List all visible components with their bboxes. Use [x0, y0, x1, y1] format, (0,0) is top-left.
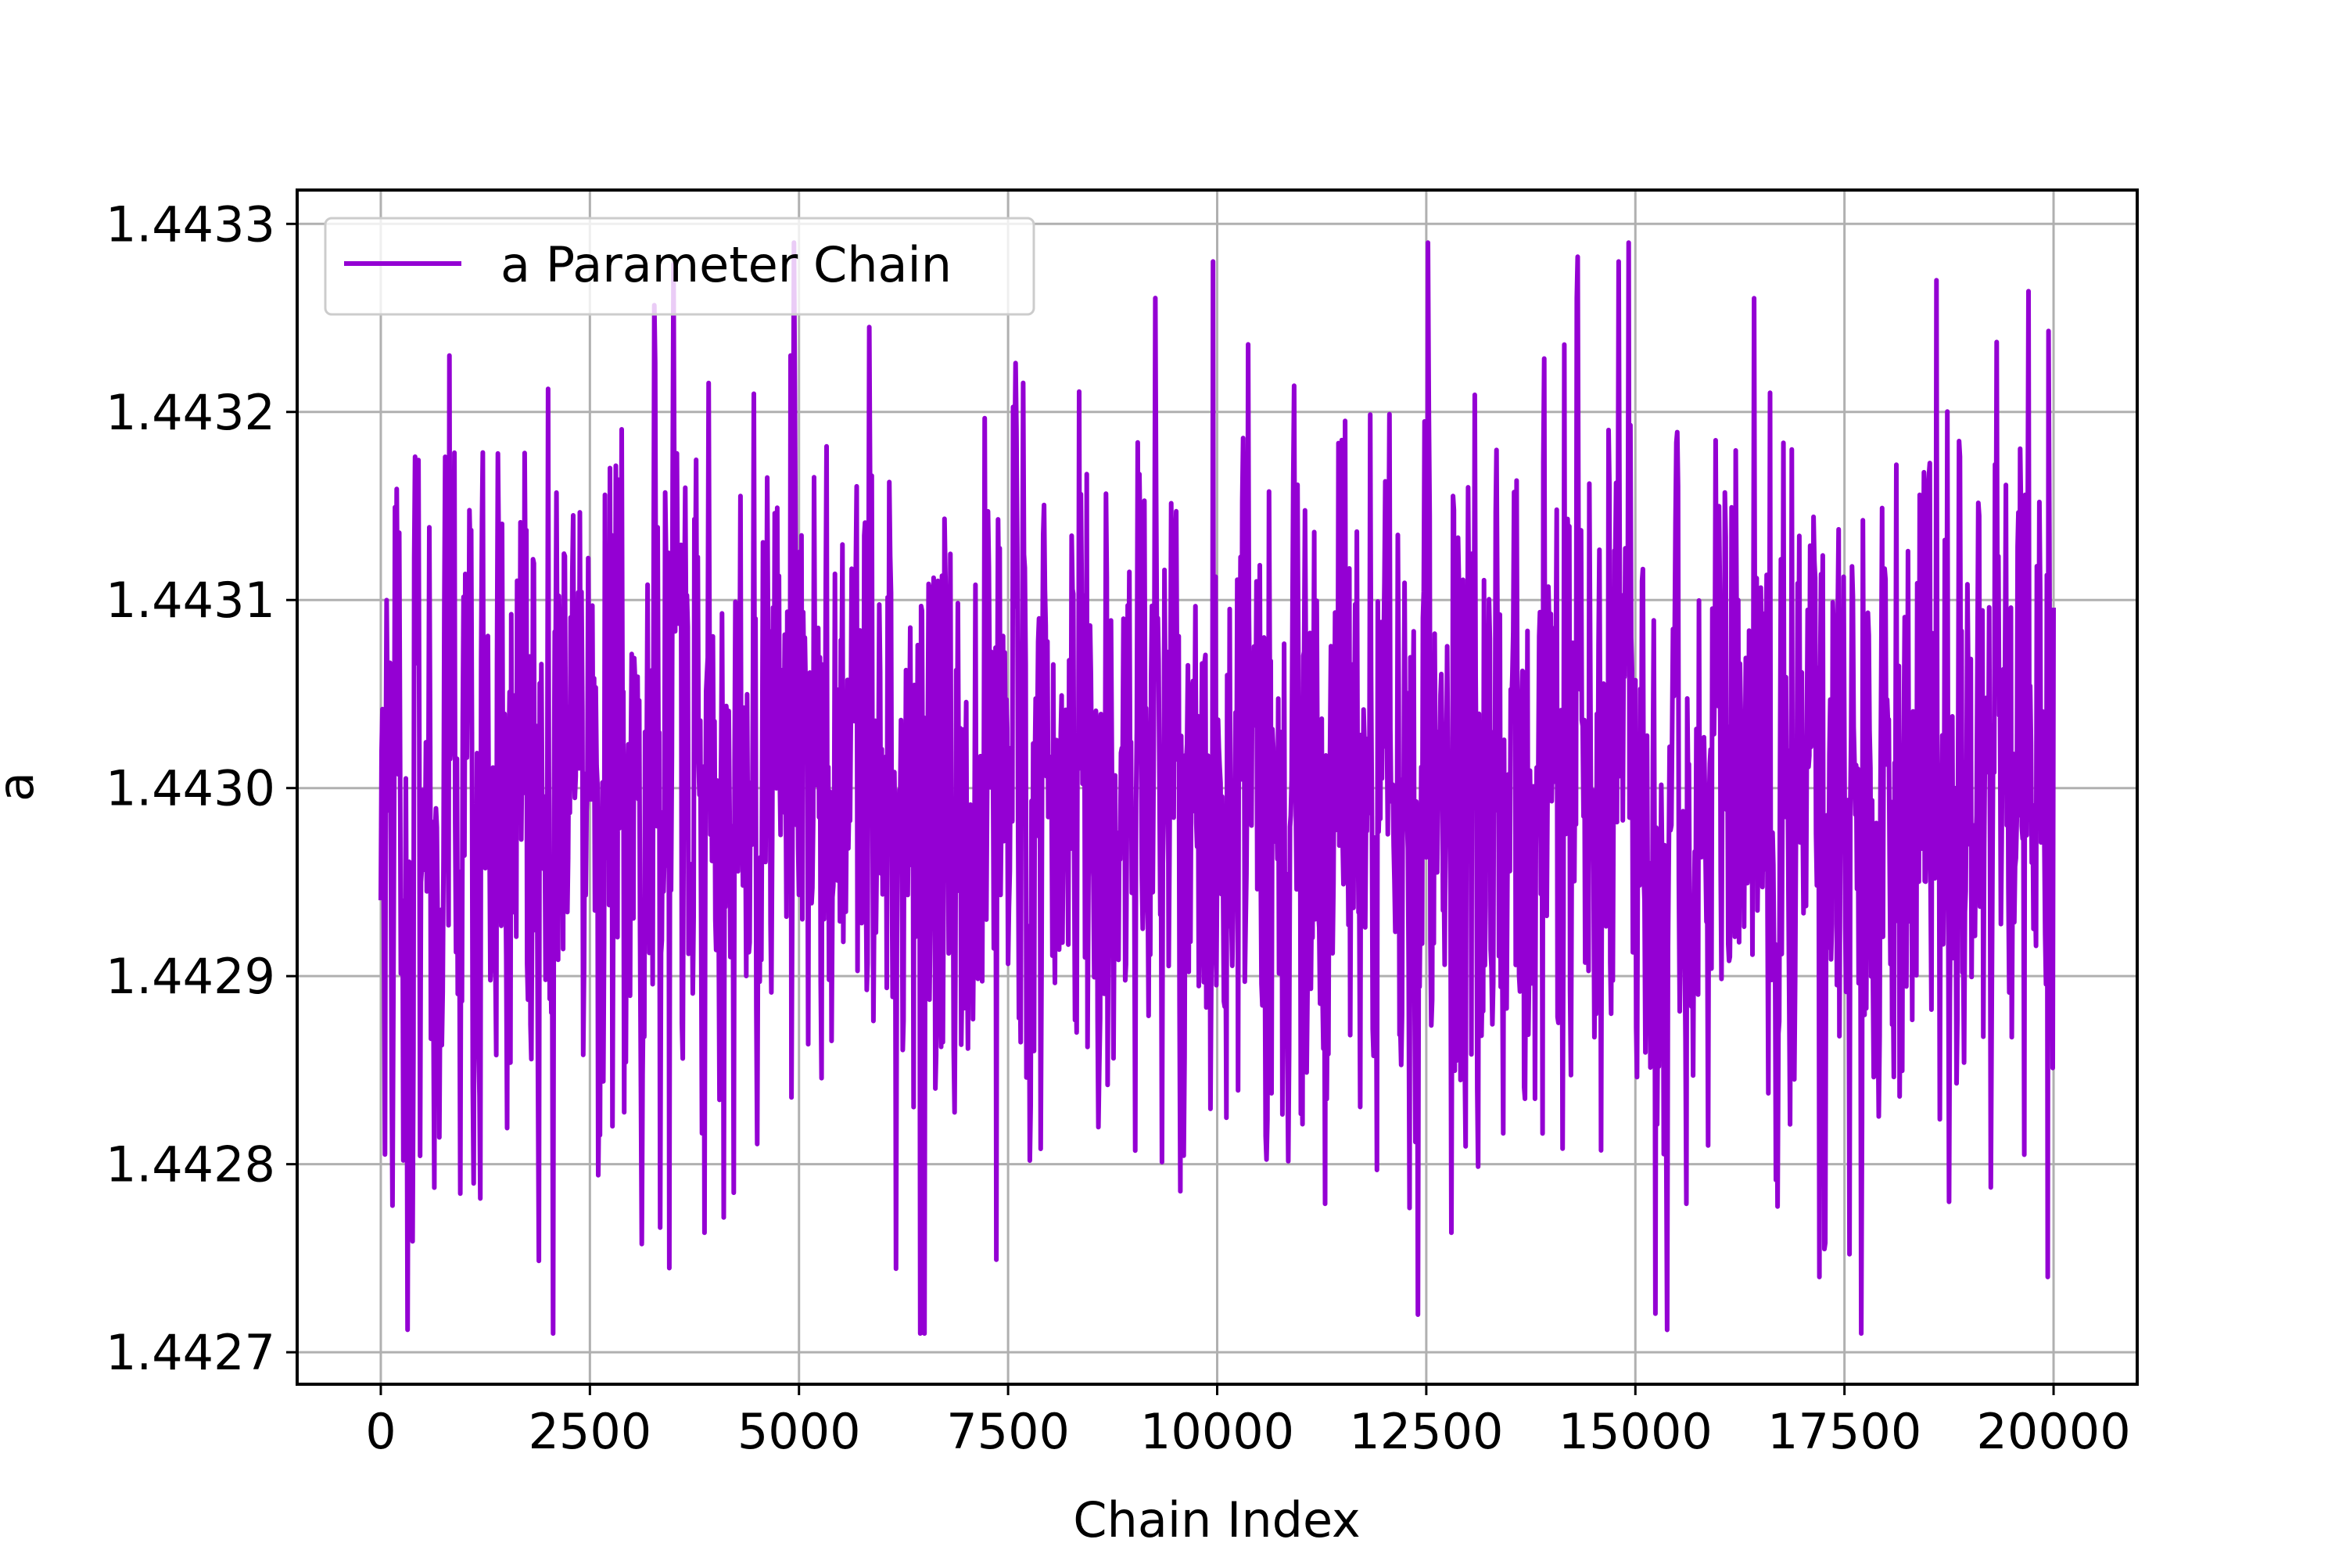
y-axis-ticks: 1.4427 1.4428 1.4429 1.4430 1.4431 1.4432 1.44…	[106, 196, 297, 1381]
x-axis-ticks: 0 2500 5000 7500 10000 12500 15000 17500 20000	[365, 1384, 2131, 1460]
y-tick-label: 1.4427	[106, 1324, 275, 1381]
series-layer	[378, 240, 2056, 1337]
x-tick-label: 15000	[1559, 1403, 1713, 1460]
x-tick-label: 10000	[1140, 1403, 1294, 1460]
y-axis-title: a	[0, 772, 45, 802]
legend-label-a-parameter-chain: a Parameter Chain	[500, 236, 952, 293]
series-line-a-parameter-chain	[378, 240, 2056, 1337]
y-tick-label: 1.4429	[106, 948, 275, 1005]
y-tick-label: 1.4428	[106, 1136, 275, 1193]
x-tick-label: 0	[365, 1403, 396, 1460]
x-tick-label: 5000	[737, 1403, 861, 1460]
y-tick-label: 1.4431	[106, 572, 275, 629]
y-tick-label: 1.4432	[106, 384, 275, 441]
x-axis-title: Chain Index	[1073, 1491, 1361, 1548]
x-tick-label: 12500	[1349, 1403, 1503, 1460]
legend-box	[324, 217, 1035, 316]
y-tick-label: 1.4430	[106, 760, 275, 817]
x-tick-label: 17500	[1767, 1403, 1921, 1460]
legend: a Parameter Chain	[324, 217, 1035, 316]
y-tick-label: 1.4433	[106, 196, 275, 253]
x-tick-label: 7500	[946, 1403, 1070, 1460]
x-tick-label: 2500	[528, 1403, 651, 1460]
x-tick-label: 20000	[1976, 1403, 2130, 1460]
